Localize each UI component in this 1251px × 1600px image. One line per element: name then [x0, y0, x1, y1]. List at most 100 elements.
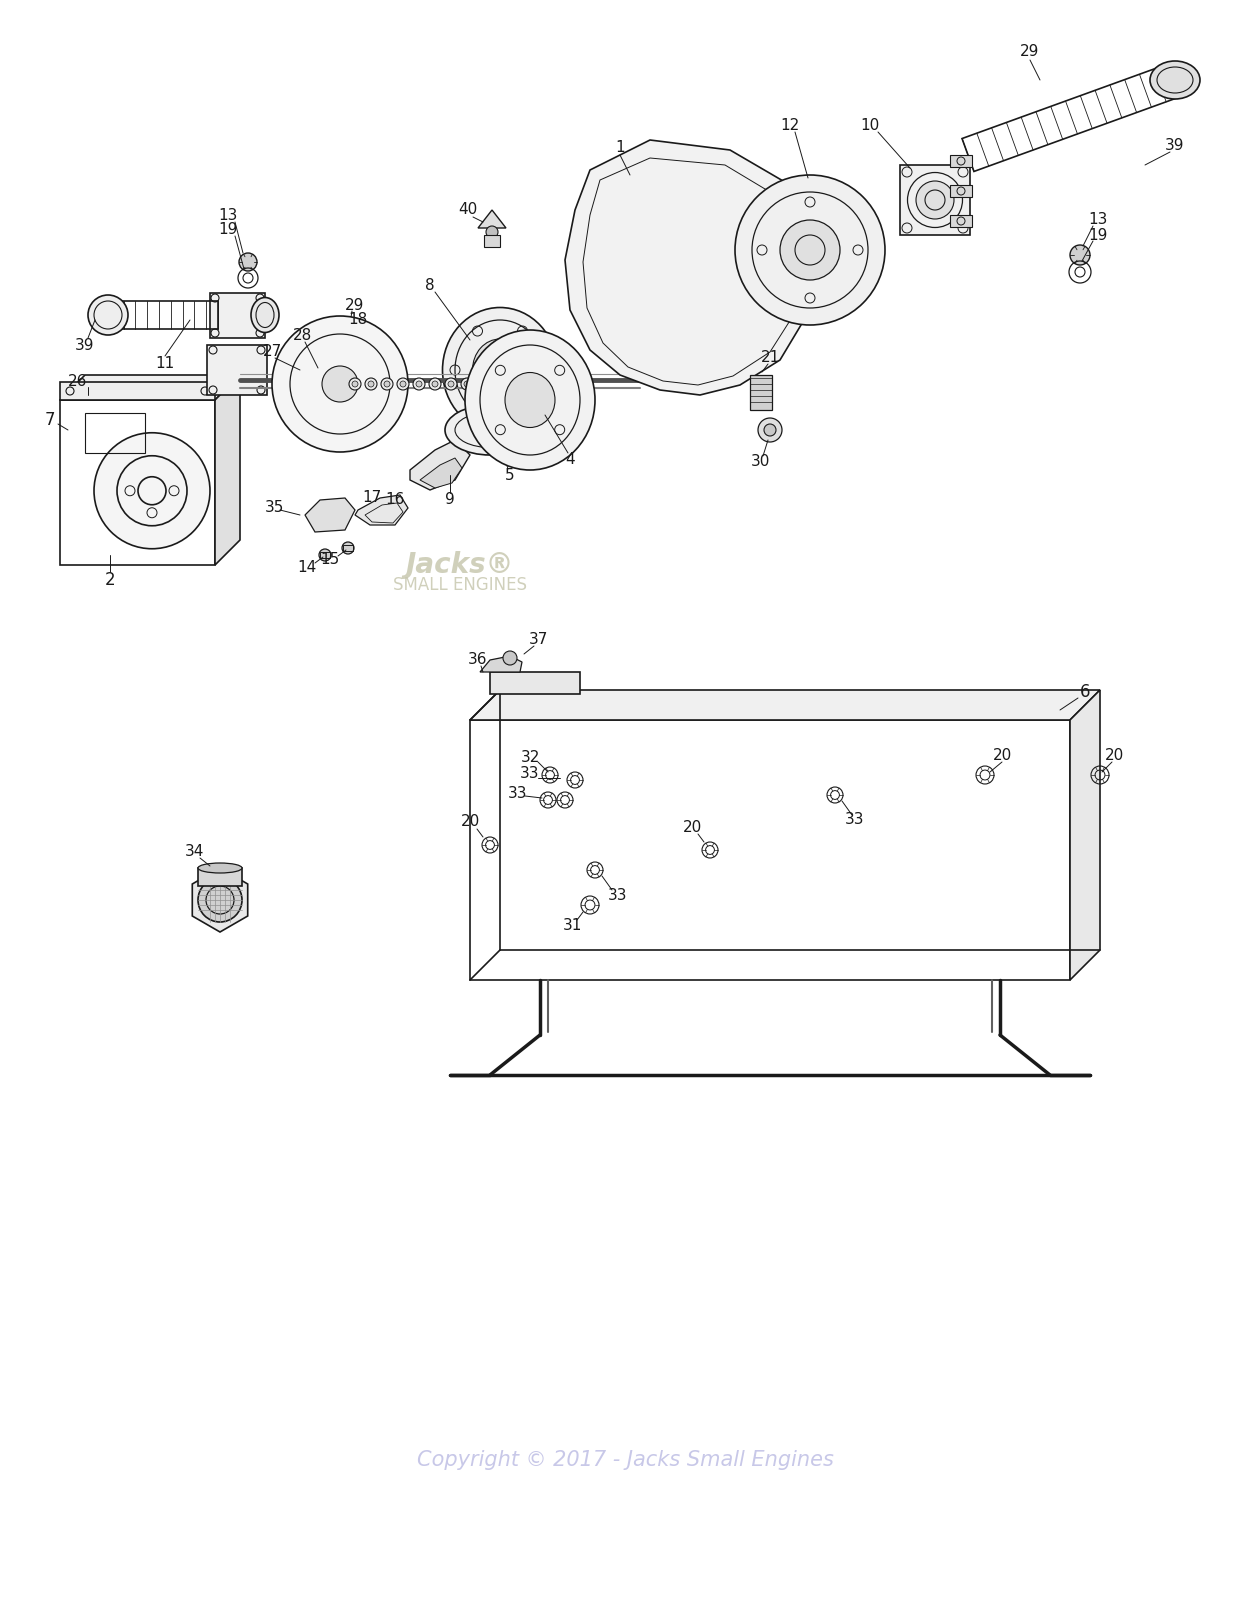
- Text: 29: 29: [1021, 45, 1040, 59]
- Text: 33: 33: [508, 786, 528, 800]
- Text: 39: 39: [1165, 138, 1185, 152]
- Bar: [210, 293, 265, 338]
- Ellipse shape: [505, 373, 555, 427]
- Circle shape: [448, 381, 454, 387]
- Circle shape: [365, 378, 377, 390]
- Text: 29: 29: [345, 298, 365, 312]
- Bar: [899, 165, 970, 235]
- Text: 21: 21: [761, 350, 779, 365]
- Polygon shape: [565, 141, 819, 395]
- Circle shape: [271, 317, 408, 451]
- Text: 28: 28: [293, 328, 311, 344]
- Text: 27: 27: [263, 344, 281, 360]
- Polygon shape: [60, 374, 240, 400]
- Polygon shape: [355, 494, 408, 525]
- Text: 1: 1: [615, 141, 624, 155]
- Text: Copyright © 2017 - Jacks Small Engines: Copyright © 2017 - Jacks Small Engines: [417, 1450, 833, 1470]
- Circle shape: [736, 174, 884, 325]
- Ellipse shape: [443, 307, 558, 432]
- Text: 33: 33: [608, 888, 628, 902]
- Text: SMALL ENGINES: SMALL ENGINES: [393, 576, 527, 594]
- Bar: [198, 867, 241, 886]
- Text: 20: 20: [992, 747, 1012, 763]
- Circle shape: [525, 378, 537, 390]
- Ellipse shape: [465, 330, 595, 470]
- Circle shape: [781, 219, 839, 280]
- Circle shape: [94, 432, 210, 549]
- Circle shape: [432, 381, 438, 387]
- Bar: [950, 214, 972, 227]
- Circle shape: [413, 378, 425, 390]
- Text: 33: 33: [846, 813, 864, 827]
- Polygon shape: [420, 458, 462, 488]
- Circle shape: [493, 378, 505, 390]
- Circle shape: [485, 226, 498, 238]
- Text: 26: 26: [69, 374, 88, 389]
- Text: 35: 35: [265, 501, 285, 515]
- Text: 20: 20: [460, 814, 479, 829]
- Text: 39: 39: [75, 338, 95, 352]
- Bar: [484, 235, 500, 246]
- Text: 6: 6: [1080, 683, 1091, 701]
- Ellipse shape: [1150, 61, 1200, 99]
- Polygon shape: [305, 498, 355, 531]
- Text: 5: 5: [505, 467, 515, 483]
- Bar: [343, 546, 353, 550]
- Circle shape: [495, 381, 502, 387]
- Ellipse shape: [88, 294, 128, 334]
- Text: 37: 37: [528, 632, 548, 648]
- Circle shape: [512, 381, 518, 387]
- Text: 34: 34: [185, 845, 205, 859]
- Bar: [950, 155, 972, 166]
- Text: 40: 40: [458, 203, 478, 218]
- Text: 32: 32: [520, 750, 539, 765]
- Ellipse shape: [473, 339, 528, 402]
- Circle shape: [764, 424, 776, 435]
- Text: 14: 14: [298, 560, 317, 574]
- Circle shape: [198, 878, 241, 922]
- Text: Jacks®: Jacks®: [405, 550, 514, 579]
- Bar: [206, 346, 266, 395]
- Circle shape: [352, 381, 358, 387]
- Text: 7: 7: [45, 411, 55, 429]
- Text: 9: 9: [445, 493, 455, 507]
- Circle shape: [319, 549, 332, 562]
- Text: 13: 13: [219, 208, 238, 222]
- Ellipse shape: [251, 298, 279, 333]
- Text: 10: 10: [861, 117, 879, 133]
- Text: 20: 20: [682, 819, 702, 835]
- Circle shape: [1070, 245, 1090, 266]
- Text: 19: 19: [219, 222, 238, 237]
- Bar: [60, 400, 215, 565]
- Text: 2: 2: [105, 571, 115, 589]
- Polygon shape: [1070, 690, 1100, 979]
- Ellipse shape: [445, 405, 535, 454]
- Text: 16: 16: [385, 493, 404, 507]
- Text: 15: 15: [320, 552, 339, 568]
- Bar: [490, 672, 580, 694]
- Circle shape: [445, 378, 457, 390]
- Bar: [470, 720, 1070, 979]
- Circle shape: [464, 381, 470, 387]
- Polygon shape: [470, 690, 1100, 720]
- Circle shape: [384, 381, 390, 387]
- Text: 18: 18: [348, 312, 368, 328]
- Polygon shape: [215, 374, 240, 565]
- Circle shape: [503, 651, 517, 666]
- Text: 12: 12: [781, 117, 799, 133]
- Text: 36: 36: [468, 653, 488, 667]
- Text: 13: 13: [1088, 213, 1107, 227]
- Bar: [370, 346, 395, 366]
- Circle shape: [758, 418, 782, 442]
- Circle shape: [349, 378, 362, 390]
- Circle shape: [429, 378, 442, 390]
- Bar: [85, 413, 145, 453]
- Text: 31: 31: [562, 917, 582, 933]
- Text: 17: 17: [363, 491, 382, 506]
- Circle shape: [528, 381, 534, 387]
- Bar: [320, 552, 330, 558]
- Text: 4: 4: [565, 453, 574, 467]
- Text: 11: 11: [155, 355, 175, 371]
- Text: 33: 33: [520, 765, 539, 781]
- Polygon shape: [410, 440, 470, 490]
